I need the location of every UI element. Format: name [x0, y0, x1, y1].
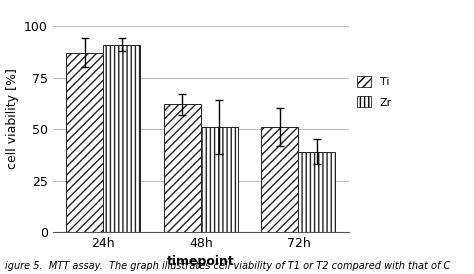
Bar	[299, 152, 336, 232]
Bar	[201, 127, 238, 232]
Y-axis label: cell viability [%]: cell viability [%]	[6, 68, 18, 169]
Bar	[66, 53, 103, 232]
Text: igure 5.  MTT assay.  The graph illustrates cell viability of T1 or T2 compared : igure 5. MTT assay. The graph illustrate…	[5, 261, 450, 271]
Legend: Ti, Zr: Ti, Zr	[357, 76, 392, 107]
Bar	[261, 127, 299, 232]
X-axis label: timepoint: timepoint	[167, 255, 235, 269]
Bar	[103, 45, 140, 232]
Bar	[164, 104, 201, 232]
